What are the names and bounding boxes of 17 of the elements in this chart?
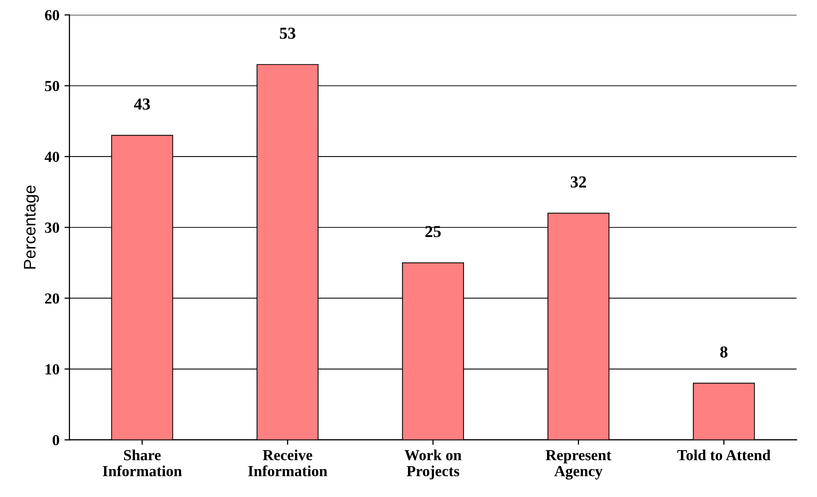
data-label: 32 bbox=[570, 176, 586, 188]
x-tick-label: Told to Attend bbox=[677, 450, 771, 460]
x-tick-label: Represent Agency bbox=[546, 450, 612, 480]
y-tick-label: 60 bbox=[44, 10, 60, 20]
y-tick-label: 40 bbox=[44, 152, 60, 162]
y-tick-label: 0 bbox=[52, 434, 60, 446]
y-tick-label: 10 bbox=[46, 364, 60, 374]
data-label: 43 bbox=[134, 98, 150, 110]
x-tick-label: Share Information bbox=[102, 450, 182, 476]
y-tick-label: 50 bbox=[45, 80, 60, 92]
x-tick-label: Work on Projects bbox=[404, 450, 462, 480]
x-tick-label: Receive Information bbox=[248, 450, 328, 476]
y-tick-label: 20 bbox=[45, 293, 60, 304]
data-label: 8 bbox=[720, 346, 728, 358]
y-tick-label: 30 bbox=[45, 222, 60, 233]
y-axis-title: Percentage bbox=[24, 185, 39, 269]
data-label: 53 bbox=[280, 28, 296, 39]
